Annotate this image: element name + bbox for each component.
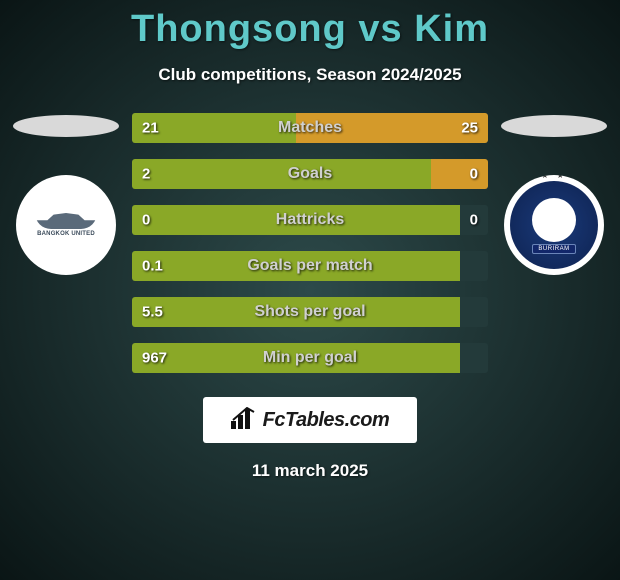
club-badge-right: ★ ★ ★ ★ BURIRAM bbox=[504, 175, 604, 275]
stats-panel: 21 25 Matches 2 0 Goals 0 0 Hattricks 0.1 Goals pe… bbox=[126, 113, 494, 389]
player-placeholder-left bbox=[13, 115, 119, 137]
page-subtitle: Club competitions, Season 2024/2025 bbox=[0, 65, 620, 85]
bar-left bbox=[132, 159, 431, 189]
stat-label: Matches bbox=[278, 119, 342, 137]
player-placeholder-right bbox=[501, 115, 607, 137]
club-badge-right-inner: ★ ★ ★ ★ BURIRAM bbox=[510, 181, 598, 269]
stat-row: 0.1 Goals per match bbox=[132, 251, 488, 281]
stat-value-right: 0 bbox=[470, 166, 478, 183]
right-player-column: ★ ★ ★ ★ BURIRAM bbox=[494, 113, 614, 275]
club-badge-left-inner: BANGKOK UNITED bbox=[27, 186, 105, 264]
stat-value-left: 0 bbox=[142, 212, 150, 229]
comparison-body: BANGKOK UNITED 21 25 Matches 2 0 Goals 0 0 Hattr… bbox=[0, 113, 620, 389]
stat-row: 5.5 Shots per goal bbox=[132, 297, 488, 327]
stat-value-right: 0 bbox=[470, 212, 478, 229]
club-label-left: BANGKOK UNITED bbox=[37, 231, 95, 237]
wings-icon bbox=[35, 213, 97, 229]
stat-row: 2 0 Goals bbox=[132, 159, 488, 189]
club-label-right: BURIRAM bbox=[532, 244, 575, 254]
stat-label: Shots per goal bbox=[254, 303, 365, 321]
fctables-icon bbox=[231, 407, 257, 434]
stat-label: Hattricks bbox=[276, 211, 344, 229]
stars-icon: ★ ★ ★ ★ bbox=[526, 175, 582, 180]
brand-text: FcTables.com bbox=[263, 409, 390, 432]
stat-value-left: 5.5 bbox=[142, 304, 163, 321]
stat-row: 0 0 Hattricks bbox=[132, 205, 488, 235]
stat-row: 21 25 Matches bbox=[132, 113, 488, 143]
stat-label: Min per goal bbox=[263, 349, 357, 367]
brand-badge: FcTables.com bbox=[203, 397, 417, 443]
club-badge-left: BANGKOK UNITED bbox=[16, 175, 116, 275]
stat-value-left: 2 bbox=[142, 166, 150, 183]
club-crest-icon bbox=[532, 198, 576, 242]
stat-value-left: 0.1 bbox=[142, 258, 163, 275]
stat-label: Goals per match bbox=[247, 257, 372, 275]
stat-value-right: 25 bbox=[461, 120, 478, 137]
stat-label: Goals bbox=[288, 165, 332, 183]
bar-right bbox=[431, 159, 488, 189]
stat-value-left: 967 bbox=[142, 350, 167, 367]
left-player-column: BANGKOK UNITED bbox=[6, 113, 126, 275]
stat-row: 967 Min per goal bbox=[132, 343, 488, 373]
page-title: Thongsong vs Kim bbox=[0, 0, 620, 51]
footer-date: 11 march 2025 bbox=[0, 461, 620, 481]
stat-value-left: 21 bbox=[142, 120, 159, 137]
